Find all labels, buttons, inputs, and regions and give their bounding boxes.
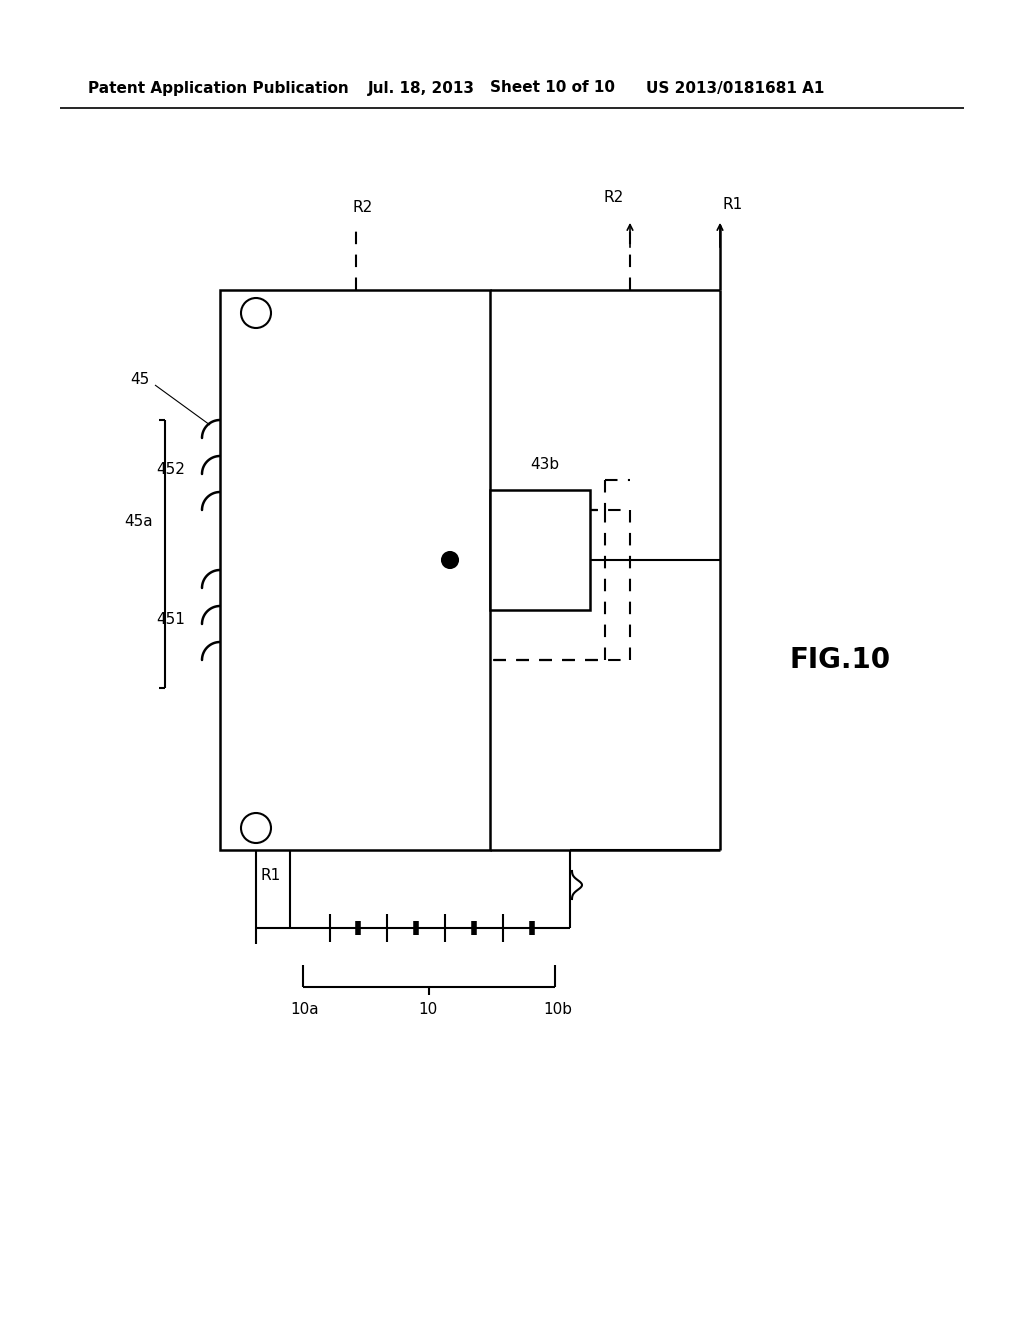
Bar — [220, 290, 490, 850]
Text: 453: 453 — [350, 587, 380, 603]
Text: R1: R1 — [260, 869, 281, 883]
Circle shape — [442, 552, 458, 568]
Text: R1: R1 — [722, 197, 742, 213]
Text: P: P — [226, 553, 236, 568]
Text: 451: 451 — [156, 611, 185, 627]
Circle shape — [241, 298, 271, 327]
Text: 10b: 10b — [544, 1002, 572, 1018]
Bar — [490, 490, 590, 610]
Text: Sheet 10 of 10: Sheet 10 of 10 — [490, 81, 615, 95]
Text: 10a: 10a — [291, 1002, 319, 1018]
Text: Patent Application Publication: Patent Application Publication — [88, 81, 349, 95]
Text: Jul. 18, 2013: Jul. 18, 2013 — [368, 81, 475, 95]
Text: FIG.10: FIG.10 — [790, 645, 891, 675]
Text: 45a: 45a — [124, 515, 153, 529]
Text: R2: R2 — [352, 201, 373, 215]
Text: US 2013/0181681 A1: US 2013/0181681 A1 — [646, 81, 824, 95]
Text: 43b: 43b — [530, 457, 559, 473]
Text: P: P — [226, 553, 236, 568]
Circle shape — [442, 552, 458, 568]
Circle shape — [241, 813, 271, 843]
Text: 45: 45 — [130, 372, 150, 388]
Text: R2: R2 — [604, 190, 624, 205]
Text: 10: 10 — [419, 1002, 437, 1018]
Text: FET: FET — [523, 541, 556, 558]
Text: 452: 452 — [156, 462, 185, 477]
